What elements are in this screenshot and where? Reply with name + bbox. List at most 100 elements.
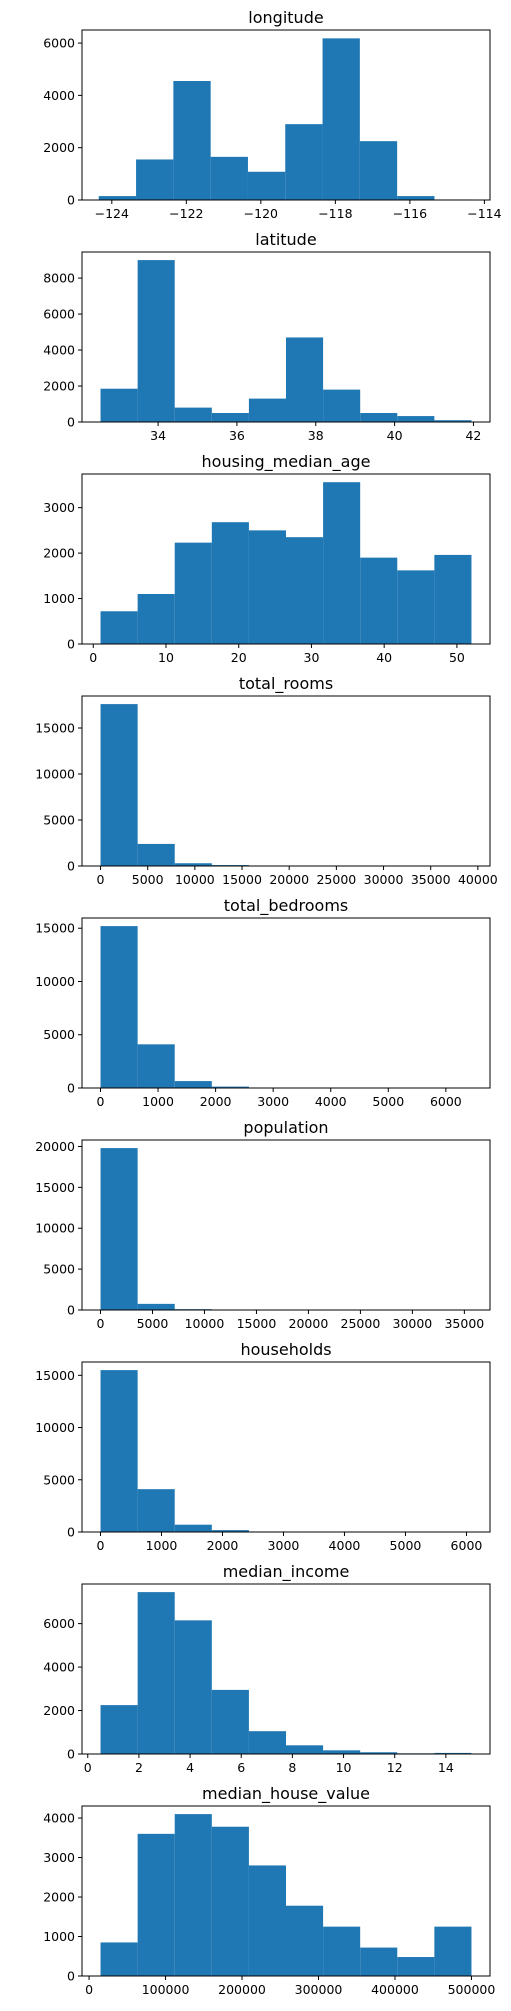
chart-title: total_rooms	[239, 674, 333, 694]
histogram-bar	[360, 413, 398, 422]
x-tick-label: 50	[449, 650, 465, 665]
x-tick-label: 34	[150, 428, 166, 443]
y-tick-label: 0	[67, 1747, 75, 1762]
y-tick-label: 10000	[35, 1420, 75, 1435]
chart-title: total_bedrooms	[224, 896, 348, 916]
histogram-bar	[323, 1926, 361, 1976]
y-tick-label: 6000	[43, 36, 75, 51]
y-tick-label: 2000	[43, 1890, 75, 1905]
x-tick-label: 0	[97, 1538, 105, 1553]
histogram-bar	[359, 141, 398, 200]
x-tick-label: −116	[393, 206, 427, 221]
x-tick-label: 200000	[218, 1982, 266, 1997]
x-tick-label: 0	[84, 1760, 92, 1775]
y-tick-label: 0	[67, 1969, 75, 1984]
y-tick-label: 8000	[43, 271, 75, 286]
y-tick-label: 4000	[43, 88, 75, 103]
x-tick-label: 20000	[269, 872, 309, 887]
histogram-3: total_rooms 0 5000 10000 15000 20000 25000 3000…	[35, 674, 498, 887]
histogram-bar	[360, 1752, 398, 1754]
y-tick-label: 0	[67, 637, 75, 652]
x-tick-label: 40	[387, 428, 403, 443]
x-tick-label: 35000	[411, 872, 451, 887]
histogram-bar	[248, 398, 286, 422]
chart-title: latitude	[255, 230, 316, 249]
x-tick-label: 30000	[364, 872, 404, 887]
y-tick-label: 15000	[35, 921, 75, 936]
histogram-bar	[434, 1752, 472, 1754]
histogram-bar	[174, 1081, 212, 1088]
histogram-bar	[137, 1592, 175, 1754]
histogram-bar	[174, 542, 212, 644]
x-tick-label: 10000	[185, 1316, 225, 1331]
histogram-bar	[211, 522, 249, 644]
x-tick-label: 10	[336, 1760, 352, 1775]
axes-frame	[81, 1583, 491, 1755]
histogram-bar	[248, 1865, 286, 1976]
x-tick-label: 300000	[295, 1982, 343, 1997]
axes-frame	[81, 1139, 491, 1311]
x-tick-label: 15000	[237, 1316, 277, 1331]
x-tick-label: 0	[97, 1316, 105, 1331]
histogram-bar	[137, 1833, 175, 1976]
x-tick-label: 3000	[257, 1094, 289, 1109]
y-tick-label: 5000	[43, 813, 75, 828]
y-tick-label: 1000	[43, 1929, 75, 1944]
y-tick-label: 0	[67, 1081, 75, 1096]
x-tick-label: 5000	[132, 872, 164, 887]
chart-title: population	[243, 1118, 328, 1137]
histogram-bar	[174, 1620, 212, 1754]
histogram-bar	[137, 1044, 175, 1088]
histogram-8: median_house_value 0 100000 200000 300000 400…	[43, 1784, 495, 1997]
x-tick-label: 14	[438, 1760, 454, 1775]
histogram-bar	[98, 196, 137, 200]
histogram-0: longitude −124 −122 −120 −118 −116 −114 0 2000 40…	[43, 8, 501, 221]
histogram-6: households 0 1000 2000 3000 4000 5000 6000 0 5000…	[35, 1340, 491, 1553]
histogram-bar	[397, 1957, 435, 1976]
x-tick-label: 5000	[390, 1538, 422, 1553]
histogram-bar	[174, 1814, 212, 1976]
x-tick-label: 20	[231, 650, 247, 665]
y-tick-label: 2000	[43, 546, 75, 561]
histogram-bar	[137, 594, 175, 644]
x-tick-label: 0	[85, 1982, 93, 1997]
x-tick-label: 4000	[329, 1538, 361, 1553]
x-tick-label: 12	[387, 1760, 403, 1775]
histogram-bar	[100, 388, 138, 422]
x-tick-label: 1000	[146, 1538, 178, 1553]
y-tick-label: 15000	[35, 721, 75, 736]
histogram-bar	[286, 337, 324, 422]
x-tick-label: 35000	[444, 1316, 484, 1331]
histogram-bar	[211, 413, 249, 422]
histogram-bar	[286, 1745, 324, 1754]
x-tick-label: 38	[308, 428, 324, 443]
histogram-bar	[247, 171, 286, 200]
y-tick-label: 2000	[43, 379, 75, 394]
y-tick-label: 1000	[43, 591, 75, 606]
histogram-bar	[211, 1530, 249, 1532]
histogram-bar	[137, 1489, 175, 1532]
histogram-bar	[100, 1942, 138, 1976]
x-tick-label: 4	[186, 1760, 194, 1775]
y-tick-label: 4000	[43, 1811, 75, 1826]
x-tick-label: 15000	[222, 872, 262, 887]
x-tick-label: 25000	[316, 872, 356, 887]
axes-frame	[81, 695, 491, 867]
x-tick-label: 8	[288, 1760, 296, 1775]
histogram-bar	[100, 1370, 138, 1532]
histogram-bar	[248, 530, 286, 644]
x-tick-label: 400000	[371, 1982, 419, 1997]
histogram-bar	[434, 420, 472, 422]
y-tick-label: 15000	[35, 1180, 75, 1195]
histogram-bar	[211, 1826, 249, 1976]
axes-frame	[81, 251, 491, 423]
y-tick-label: 3000	[43, 500, 75, 515]
histogram-4: total_bedrooms 0 1000 2000 3000 4000 5000 6000 0…	[35, 896, 491, 1109]
histogram-bar	[137, 1303, 175, 1310]
x-tick-label: −114	[467, 206, 501, 221]
x-tick-label: 0	[97, 1094, 105, 1109]
chart-title: median_house_value	[202, 1784, 370, 1804]
x-tick-label: 30	[304, 650, 320, 665]
x-tick-label: 2000	[207, 1538, 239, 1553]
